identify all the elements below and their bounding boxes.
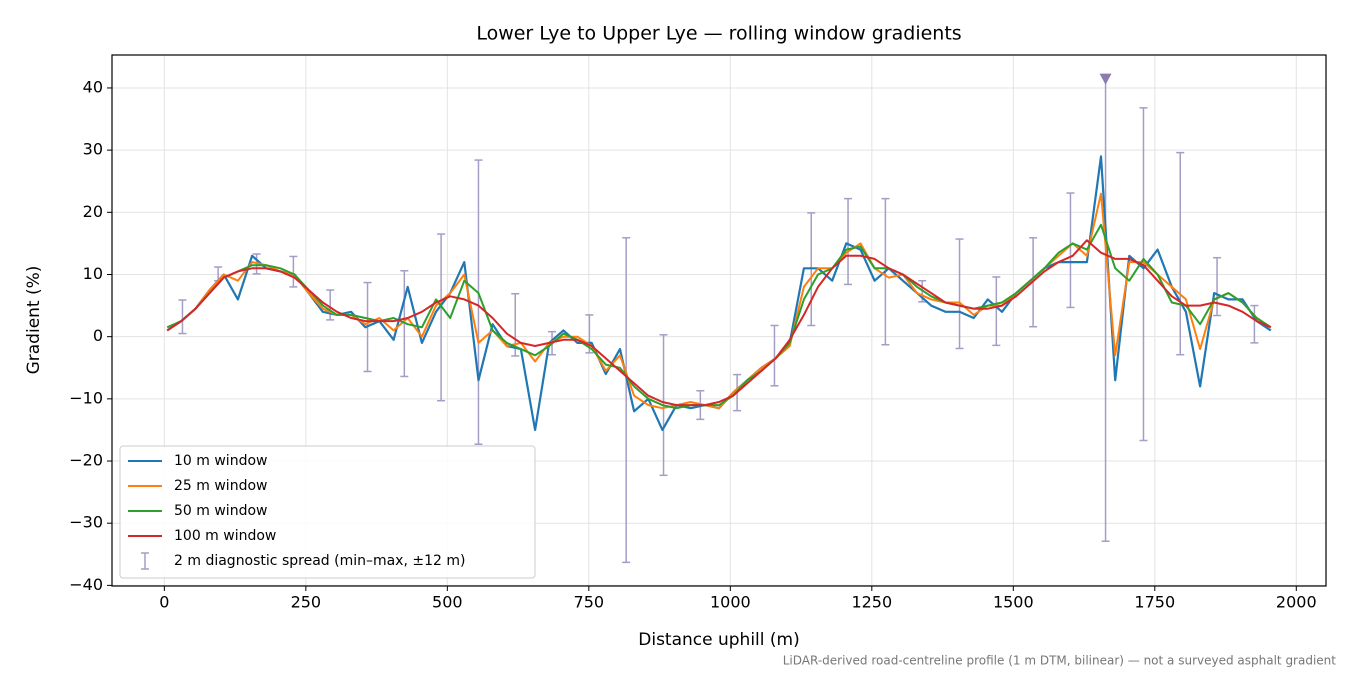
legend-box bbox=[119, 445, 536, 579]
y-tick-label: 10 bbox=[83, 264, 103, 283]
plot-area bbox=[166, 75, 1272, 564]
plot-frame bbox=[111, 54, 1327, 587]
chart-title: Lower Lye to Upper Lye — rolling window … bbox=[476, 23, 961, 45]
y-tick-label: 20 bbox=[83, 202, 103, 221]
y-tick-label: 30 bbox=[83, 140, 103, 159]
peak-marker bbox=[1099, 73, 1112, 85]
legend-label: 50 m window bbox=[174, 503, 267, 519]
x-tick-label: 2000 bbox=[1276, 593, 1317, 612]
y-tick-label: 40 bbox=[83, 77, 103, 96]
x-tick-label: 250 bbox=[291, 593, 322, 612]
y-axis-label: Gradient (%) bbox=[24, 266, 44, 375]
x-tick-label: 750 bbox=[574, 593, 605, 612]
x-tick-label: 0 bbox=[159, 593, 169, 612]
y-tick-label: −40 bbox=[69, 575, 103, 594]
series-line bbox=[166, 239, 1272, 407]
x-tick-label: 1750 bbox=[1134, 593, 1175, 612]
legend-label: 10 m window bbox=[174, 453, 267, 469]
legend-label: 25 m window bbox=[174, 478, 267, 494]
y-tick-label: −30 bbox=[69, 513, 103, 532]
y-tick-label: −20 bbox=[69, 451, 103, 470]
x-tick-label: 1250 bbox=[851, 593, 892, 612]
footnote: LiDAR-derived road-centreline profile (1… bbox=[783, 654, 1337, 668]
x-tick-label: 500 bbox=[432, 593, 463, 612]
legend-label: 100 m window bbox=[174, 528, 276, 544]
y-tick-label: 0 bbox=[93, 326, 103, 345]
legend-label: 2 m diagnostic spread (min–max, ±12 m) bbox=[174, 553, 465, 569]
y-tick-label: −10 bbox=[69, 388, 103, 407]
x-tick-label: 1500 bbox=[993, 593, 1034, 612]
series-line bbox=[166, 223, 1272, 410]
x-tick-label: 1000 bbox=[710, 593, 751, 612]
x-axis-label: Distance uphill (m) bbox=[638, 630, 799, 650]
